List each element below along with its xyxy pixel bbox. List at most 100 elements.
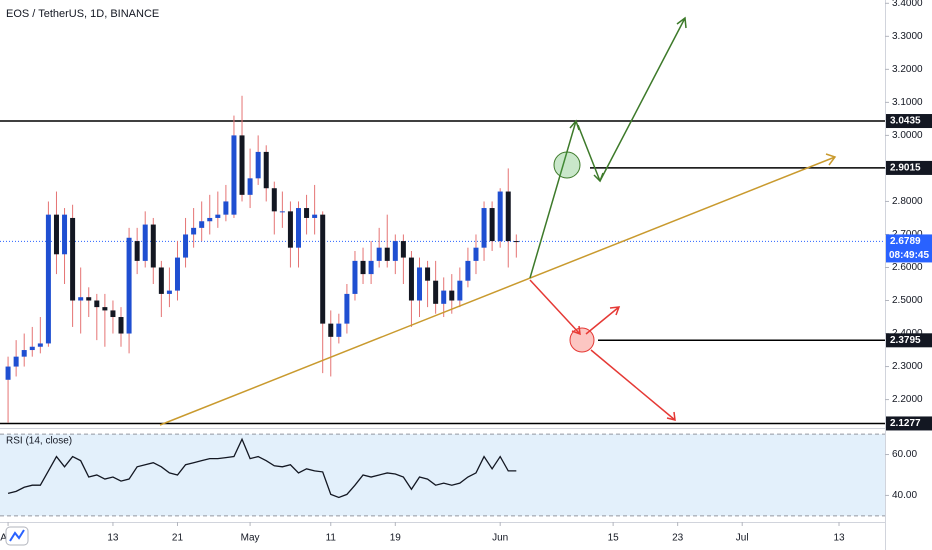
candle-body bbox=[199, 221, 205, 228]
candle-body bbox=[142, 224, 148, 261]
candle-body bbox=[70, 217, 76, 301]
candle-body bbox=[78, 297, 84, 301]
candle-body bbox=[304, 208, 310, 218]
y-tick-label: 3.4000 bbox=[892, 0, 923, 9]
candle-body bbox=[53, 214, 59, 255]
candle-body bbox=[505, 191, 511, 242]
x-tick-label: Jun bbox=[492, 533, 508, 544]
y-tick-label: 40.00 bbox=[892, 490, 917, 501]
candle-body bbox=[417, 267, 423, 301]
candle-body bbox=[344, 293, 350, 324]
candle-body bbox=[513, 241, 519, 243]
candle-body bbox=[287, 211, 293, 248]
bear-arrow bbox=[529, 279, 581, 335]
x-tick-label: 11 bbox=[326, 533, 337, 544]
candle-body bbox=[481, 208, 487, 248]
level-badge bbox=[886, 160, 932, 175]
level-label: 2.9015 bbox=[890, 163, 921, 174]
candle-body bbox=[408, 257, 414, 301]
rsi-pane bbox=[0, 433, 885, 517]
arrow-head bbox=[676, 16, 687, 29]
candle-body bbox=[174, 257, 180, 291]
candle-body bbox=[400, 241, 406, 258]
candle-body bbox=[158, 267, 164, 294]
candle-body bbox=[45, 214, 51, 344]
chart-title: EOS / TetherUS, 1D, BINANCE bbox=[6, 8, 159, 20]
logo-mark bbox=[9, 529, 25, 542]
candle-body bbox=[183, 234, 189, 258]
arrow-head bbox=[666, 411, 676, 421]
candle-body bbox=[134, 241, 140, 261]
level-label: 2.3795 bbox=[890, 335, 921, 346]
candle-body bbox=[263, 151, 269, 189]
y-tick-label: 2.3000 bbox=[892, 361, 923, 372]
candle-body bbox=[360, 260, 366, 275]
candle-body bbox=[191, 227, 197, 235]
bear-arrow bbox=[590, 349, 676, 421]
candle-body bbox=[368, 260, 374, 275]
rsi-title: RSI (14, close) bbox=[6, 436, 72, 447]
candle-body bbox=[37, 343, 43, 347]
candle-body bbox=[465, 260, 471, 281]
arrow-head bbox=[825, 153, 837, 166]
candle-body bbox=[247, 178, 253, 195]
candle-body bbox=[166, 290, 172, 294]
y-tick-label: 3.1000 bbox=[892, 97, 923, 108]
x-tick-label: 13 bbox=[833, 533, 845, 544]
candle-body bbox=[295, 208, 301, 248]
candle-body bbox=[150, 224, 156, 268]
y-tick-label: 3.3000 bbox=[892, 31, 923, 42]
y-tick-label: 2.8000 bbox=[892, 196, 923, 207]
bull-arrow bbox=[599, 17, 686, 182]
candle-body bbox=[231, 135, 237, 215]
target-circle bbox=[569, 327, 595, 353]
candle-body bbox=[215, 214, 221, 218]
bull-arrow bbox=[577, 124, 601, 182]
y-tick-label: 2.5000 bbox=[892, 295, 923, 306]
candle-body bbox=[94, 300, 100, 308]
candle-body bbox=[433, 280, 439, 304]
trend-line bbox=[159, 156, 836, 426]
candle-body bbox=[497, 191, 503, 242]
candle-body bbox=[118, 317, 124, 334]
y-tick-label: 3.0000 bbox=[892, 130, 923, 141]
x-tick-label: 23 bbox=[672, 533, 684, 544]
level-badge bbox=[886, 416, 932, 431]
candle-body bbox=[21, 350, 27, 357]
candle-body bbox=[207, 217, 213, 222]
x-tick-label: May bbox=[241, 533, 260, 544]
rsi-line bbox=[7, 437, 517, 499]
candle-body bbox=[13, 356, 19, 367]
rsi-band bbox=[0, 434, 885, 516]
plot bbox=[0, 95, 885, 499]
candle-body bbox=[384, 247, 390, 261]
last-price-label: 2.6789 bbox=[890, 236, 921, 247]
y-tick-label: 3.2000 bbox=[892, 64, 923, 75]
y-tick-label: 2.6000 bbox=[892, 262, 923, 273]
candle-body bbox=[449, 290, 455, 301]
candle-body bbox=[271, 188, 277, 212]
candle-body bbox=[473, 247, 479, 261]
arrow-head bbox=[609, 306, 621, 316]
candle-body bbox=[320, 214, 326, 324]
candle-body bbox=[425, 267, 431, 281]
last-price-badge bbox=[886, 234, 932, 263]
y-tick-label: 60.00 bbox=[892, 449, 917, 460]
x-tick-label: 21 bbox=[172, 533, 184, 544]
candle-body bbox=[441, 290, 447, 304]
candle-body bbox=[312, 214, 318, 218]
candle-body bbox=[336, 323, 342, 337]
candle-body bbox=[29, 346, 35, 351]
target-circle bbox=[553, 151, 581, 179]
candle-body bbox=[239, 135, 245, 195]
candle-body bbox=[255, 151, 261, 179]
level-badge bbox=[886, 333, 932, 348]
logo bbox=[5, 526, 29, 546]
drawings bbox=[159, 16, 837, 426]
candle-body bbox=[328, 323, 334, 337]
candle-body bbox=[102, 307, 108, 311]
candle-body bbox=[110, 310, 116, 318]
